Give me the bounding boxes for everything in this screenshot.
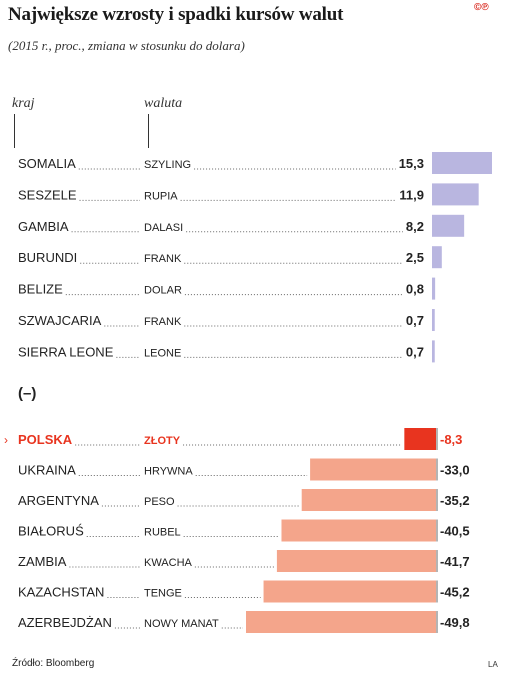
value-label: 15,3 bbox=[399, 156, 424, 171]
country-label: BURUNDI bbox=[18, 250, 77, 265]
bar bbox=[281, 519, 436, 542]
chart-subtitle: (2015 r., proc., zmiana w stosunku do do… bbox=[8, 38, 245, 53]
currency-label: RUBEL bbox=[144, 527, 181, 539]
bar bbox=[432, 340, 435, 363]
bar bbox=[432, 183, 479, 206]
country-label: SOMALIA bbox=[18, 156, 76, 171]
bar bbox=[432, 214, 465, 237]
value-label: -8,3 bbox=[440, 432, 462, 447]
currency-label: TENGE bbox=[144, 588, 182, 600]
currency-label: FRANK bbox=[144, 253, 182, 265]
currency-label: DALASI bbox=[144, 222, 183, 234]
bar bbox=[432, 277, 436, 300]
copyright-logo: ©℗ bbox=[474, 2, 489, 13]
country-label: SZWAJCARIA bbox=[18, 313, 102, 328]
currency-label: KWACHA bbox=[144, 557, 193, 569]
country-label: BIAŁORUŚ bbox=[18, 524, 84, 539]
value-label: -40,5 bbox=[440, 524, 470, 539]
negative-section-label: (–) bbox=[18, 385, 37, 402]
currency-label: HRYWNA bbox=[144, 466, 193, 478]
value-label: -49,8 bbox=[440, 615, 470, 630]
bar bbox=[246, 611, 436, 633]
country-header-tick bbox=[14, 114, 15, 148]
bar bbox=[404, 428, 436, 450]
bar bbox=[432, 309, 435, 331]
country-label: ARGENTYNA bbox=[18, 493, 99, 508]
country-label: UKRAINA bbox=[18, 463, 76, 478]
bar bbox=[310, 458, 436, 481]
currency-header-tick bbox=[148, 114, 149, 148]
currency-label: NOWY MANAT bbox=[144, 618, 219, 630]
country-label: SIERRA LEONE bbox=[18, 344, 114, 359]
value-label: 2,5 bbox=[406, 250, 424, 265]
currency-label: ZŁOTY bbox=[144, 435, 181, 447]
bar bbox=[432, 152, 492, 174]
value-label: 8,2 bbox=[406, 219, 424, 234]
country-label: POLSKA bbox=[18, 432, 73, 447]
bar bbox=[432, 246, 442, 269]
currency-label: LEONE bbox=[144, 347, 181, 359]
bar bbox=[276, 550, 436, 572]
country-label: AZERBEJDŻAN bbox=[18, 615, 112, 630]
source-note: Źródło: Bloomberg bbox=[12, 658, 95, 669]
value-label: -41,7 bbox=[440, 554, 470, 569]
country-label: KAZACHSTAN bbox=[18, 585, 104, 600]
country-column-header: kraj bbox=[12, 96, 35, 111]
value-label: -45,2 bbox=[440, 585, 470, 600]
value-label: 0,7 bbox=[406, 344, 424, 359]
currency-label: DOLAR bbox=[144, 285, 182, 297]
bar bbox=[263, 580, 436, 603]
currency-label: RUPIA bbox=[144, 190, 178, 202]
value-label: 11,9 bbox=[399, 187, 424, 202]
value-label: 0,7 bbox=[406, 313, 424, 328]
country-label: BELIZE bbox=[18, 282, 63, 297]
chart-title: Największe wzrosty i spadki kursów walut bbox=[8, 4, 344, 25]
value-label: -35,2 bbox=[440, 493, 470, 508]
value-label: 0,8 bbox=[406, 282, 424, 297]
author-initials: LA bbox=[488, 660, 498, 669]
country-label: GAMBIA bbox=[18, 219, 69, 234]
currency-label: SZYLING bbox=[144, 159, 191, 171]
country-label: ZAMBIA bbox=[18, 554, 67, 569]
currency-label: PESO bbox=[144, 496, 175, 508]
currency-column-header: waluta bbox=[144, 96, 183, 111]
value-label: -33,0 bbox=[440, 463, 470, 478]
country-label: SESZELE bbox=[18, 187, 77, 202]
currency-label: FRANK bbox=[144, 316, 182, 328]
highlight-marker: › bbox=[4, 433, 8, 447]
bar bbox=[301, 489, 436, 511]
